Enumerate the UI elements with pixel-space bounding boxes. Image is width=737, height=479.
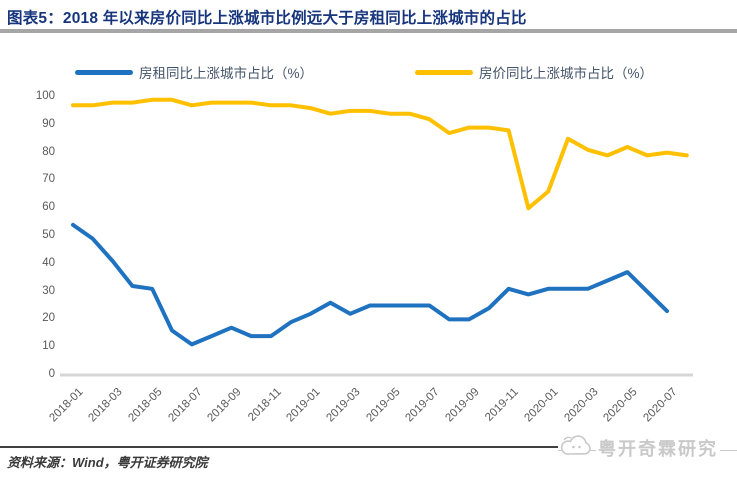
footer-divider (0, 446, 737, 448)
rent-series-line (71, 222, 669, 347)
y-tick-label: 80 (42, 145, 55, 158)
y-tick-label: 100 (35, 90, 55, 102)
source-prefix: 资料来源：Wind， (7, 455, 117, 470)
y-tick-label: 70 (42, 173, 55, 186)
price-series-label: 房价同比上涨城市占比（%） (479, 66, 654, 81)
cloud-mascot-icon (560, 435, 591, 455)
legend-item-price: 房价同比上涨城市占比（%） (415, 62, 653, 82)
y-tick-label: 40 (42, 256, 55, 269)
chart-legend: 房租同比上涨城市占比（%） 房价同比上涨城市占比（%） (0, 62, 737, 82)
legend-item-rent: 房租同比上涨城市占比（%） (75, 62, 313, 82)
watermark: 粤开奇霖研究 (558, 431, 737, 463)
y-tick-label: 20 (42, 312, 55, 325)
figure-title: 图表5：2018 年以来房价同比上涨城市比例远大于房租同比上涨城市的占比 (7, 10, 527, 27)
price-series-line (71, 97, 689, 211)
watermark-text: 粤开奇霖研究 (596, 435, 720, 461)
price-series-swatch (415, 69, 473, 75)
source-note: 资料来源：Wind，粤开证券研究院 (7, 452, 208, 471)
y-tick-label: 50 (42, 229, 55, 241)
rent-series-label: 房租同比上涨城市占比（%） (139, 66, 314, 81)
y-tick-label: 90 (42, 117, 55, 130)
source-organization: 粤开证券研究院 (116, 455, 208, 470)
y-tick-label: 0 (48, 368, 55, 380)
y-tick-label: 60 (42, 201, 55, 214)
rent-series-swatch (75, 69, 133, 75)
y-tick-label: 10 (42, 340, 55, 353)
title-divider (0, 29, 737, 33)
y-tick-label: 30 (42, 284, 55, 297)
